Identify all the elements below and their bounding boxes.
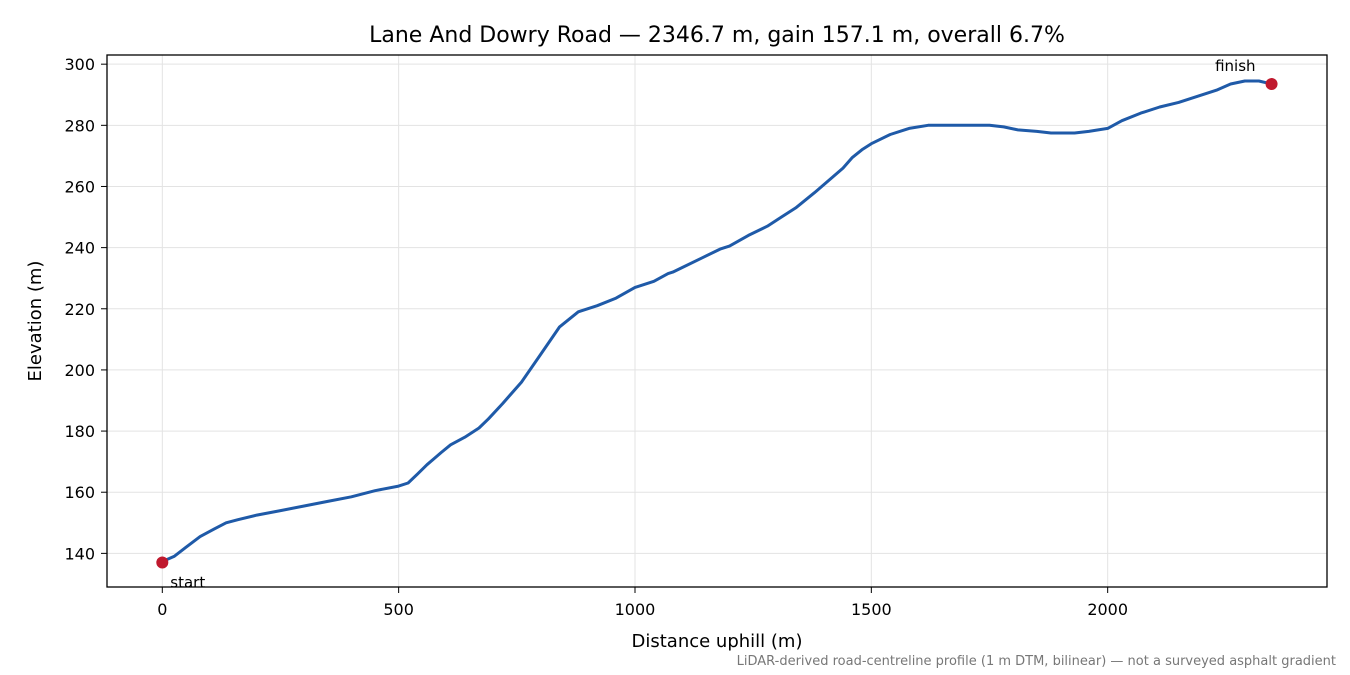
endpoint-markers: start finish — [156, 57, 1278, 592]
elevation-series-line — [160, 79, 1274, 564]
finish-marker — [1265, 78, 1278, 91]
y-tick-label: 200 — [64, 361, 95, 380]
x-tick-label: 0 — [157, 600, 167, 619]
finish-label: finish — [1215, 57, 1255, 75]
chart-title: Lane And Dowry Road — 2346.7 m, gain 157… — [369, 23, 1065, 48]
y-tick-label: 240 — [64, 239, 95, 258]
y-tick-label: 180 — [64, 422, 95, 441]
y-tick-label: 260 — [64, 177, 95, 196]
x-tick-label: 1000 — [615, 600, 656, 619]
x-axis-label: Distance uphill (m) — [632, 631, 803, 652]
y-tick-label: 140 — [64, 544, 95, 563]
y-tick-label: 280 — [64, 116, 95, 135]
x-tick-label: 2000 — [1087, 600, 1128, 619]
y-tick-label: 160 — [64, 483, 95, 502]
y-axis-label: Elevation (m) — [25, 261, 46, 382]
y-tick-label: 300 — [64, 55, 95, 74]
start-marker — [156, 556, 169, 569]
axis-ticks: 0 500 1000 1500 2000 140 160 180 200 220 240 260 280… — [64, 55, 1128, 619]
source-footnote: LiDAR-derived road-centreline profile (1… — [737, 654, 1336, 669]
plot-area-frame — [106, 54, 1328, 588]
start-label: start — [170, 574, 205, 592]
grid-lines — [107, 55, 1327, 587]
y-tick-label: 220 — [64, 300, 95, 319]
x-tick-label: 1500 — [851, 600, 892, 619]
x-tick-label: 500 — [383, 600, 414, 619]
